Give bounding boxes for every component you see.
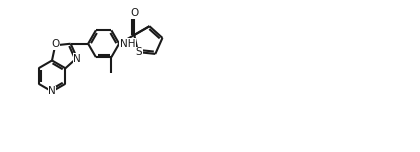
Text: O: O <box>51 39 59 49</box>
Text: S: S <box>136 47 142 57</box>
Text: O: O <box>130 8 139 18</box>
Text: NH: NH <box>120 39 135 49</box>
Text: N: N <box>73 54 81 64</box>
Text: N: N <box>48 86 56 97</box>
